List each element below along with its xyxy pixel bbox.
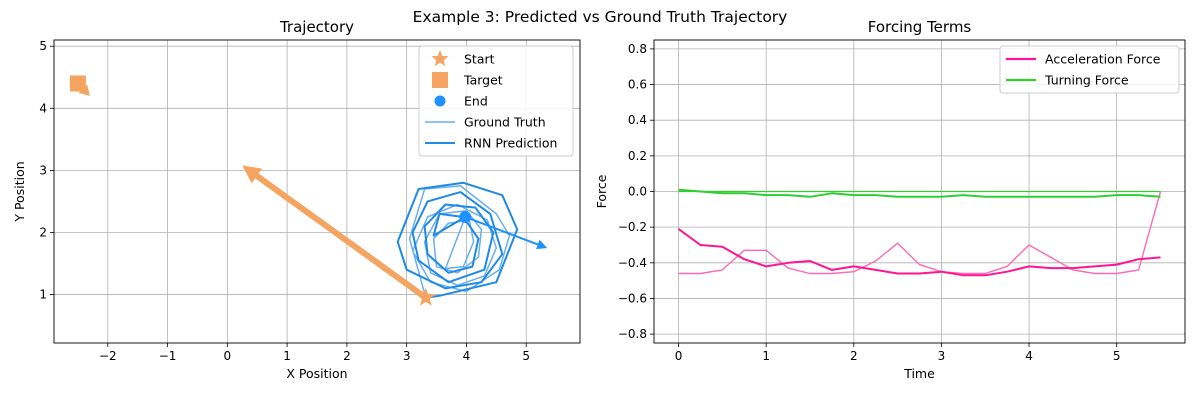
x-axis-label: X Position (286, 366, 347, 381)
x-tick-label: 1 (283, 349, 291, 363)
y-tick-label: 1 (39, 288, 47, 302)
start-heading-arrow-shaft (255, 173, 428, 301)
y-tick-label: 3 (39, 163, 47, 177)
end-marker (459, 210, 472, 223)
y-tick-label: 0.2 (628, 149, 647, 163)
x-tick-label: −2 (99, 349, 117, 363)
axes-frame (653, 39, 1186, 344)
y-tick-label: −0.2 (618, 220, 647, 234)
trajectory-legend: Start Target End Ground Truth RNN Prediction (418, 45, 574, 157)
legend-label: Turning Force (1044, 73, 1129, 88)
axes-title: Forcing Terms (868, 18, 972, 36)
y-tick-label: 2 (39, 225, 47, 239)
x-tick-label: 3 (938, 349, 946, 363)
figure-suptitle: Example 3: Predicted vs Ground Truth Tra… (413, 8, 788, 26)
x-axis-label: Time (903, 366, 935, 381)
ground-truth-line (408, 185, 511, 298)
legend-label: Target (463, 73, 503, 88)
acceleration-force-secondary-line (678, 191, 1162, 275)
legend-start-swatch (431, 50, 449, 67)
forcing-legend: Acceleration Force Turning Force (999, 45, 1180, 94)
plot-area (677, 188, 1162, 277)
legend-label: Acceleration Force (1045, 52, 1161, 67)
x-tick-label: 5 (522, 349, 530, 363)
y-axis-label: Force (594, 174, 609, 208)
start-heading-arrow-head (242, 165, 263, 184)
axes-title: Trajectory (279, 18, 354, 36)
x-tick-label: 0 (675, 349, 683, 363)
y-tick-label: −0.4 (618, 256, 647, 270)
target-marker (69, 75, 86, 92)
x-tick-label: 1 (762, 349, 770, 363)
x-tick-label: 4 (1025, 349, 1033, 363)
turning-force-line (678, 188, 1161, 198)
ticks: 0 1 2 3 4 5 −0.8 −0.6 −0.4 −0.2 0.0 0.2 0.4 0.6 0.8 (618, 42, 1121, 363)
x-tick-label: 5 (1113, 349, 1121, 363)
start-heading-arrow (242, 165, 428, 301)
x-tick-label: 3 (403, 349, 411, 363)
x-tick-label: −1 (159, 349, 177, 363)
end-heading-arrow (464, 216, 548, 250)
y-axis-label: Y Position (12, 161, 27, 222)
x-tick-label: 4 (463, 349, 471, 363)
y-tick-label: 0.4 (628, 113, 647, 127)
start-marker (416, 287, 436, 306)
y-tick-label: 0.0 (628, 185, 647, 199)
y-tick-label: 4 (39, 101, 47, 115)
x-tick-label: 2 (850, 349, 858, 363)
trajectory-axes: −2 −1 0 1 2 3 4 5 1 2 3 4 5 Trajectory X Position Y Pos… (12, 18, 581, 381)
y-tick-label: −0.6 (618, 291, 647, 305)
ticks: −2 −1 0 1 2 3 4 5 1 2 3 4 5 (39, 39, 530, 363)
legend-target-swatch (432, 72, 448, 88)
plot-area (69, 75, 548, 306)
rnn-prediction-line (396, 181, 519, 299)
axes-frame (53, 39, 581, 344)
legend-label: End (464, 94, 488, 109)
x-tick-label: 0 (224, 349, 232, 363)
x-tick-label: 2 (343, 349, 351, 363)
acceleration-force-line (677, 228, 1161, 277)
y-tick-label: −0.8 (618, 327, 647, 341)
legend-frame (999, 45, 1180, 94)
y-tick-label: 5 (39, 39, 47, 53)
y-tick-label: 0.6 (628, 78, 647, 92)
legend-end-swatch (434, 95, 446, 107)
end-heading-arrow-shaft (464, 216, 539, 246)
forcing-axes: 0 1 2 3 4 5 −0.8 −0.6 −0.4 −0.2 0.0 0.2 0.4 0.6 0.8 For… (594, 18, 1186, 381)
legend-label: Ground Truth (464, 115, 546, 130)
legend-frame (418, 45, 574, 157)
legend-label: Start (464, 52, 495, 67)
y-tick-label: 0.8 (628, 42, 647, 56)
end-heading-arrow-head (536, 239, 548, 250)
legend-label: RNN Prediction (464, 136, 557, 151)
